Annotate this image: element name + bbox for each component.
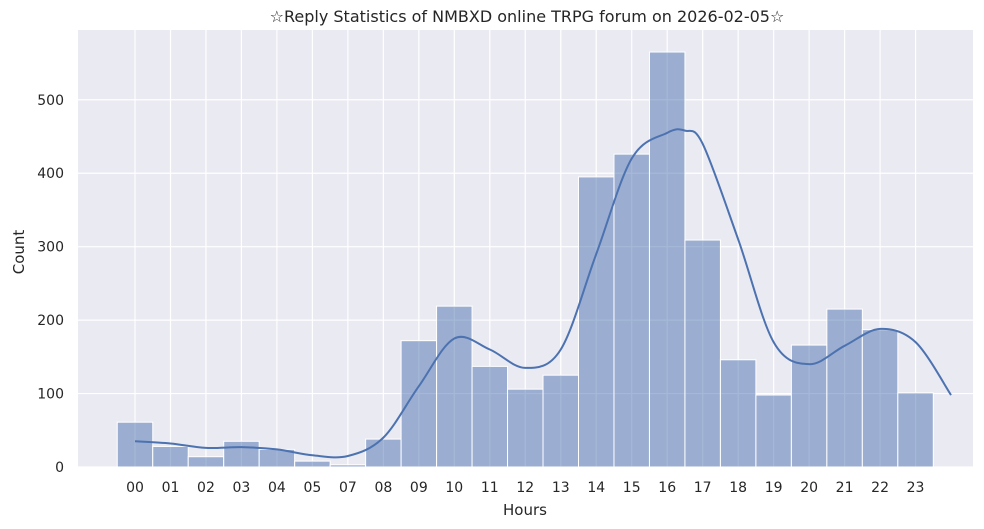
bar-18 (719, 359, 757, 468)
bars (116, 51, 934, 468)
bar-05 (294, 460, 331, 468)
x-tick-label: 08 (374, 480, 392, 496)
x-tick-label: 07 (339, 480, 357, 496)
y-tick-label: 300 (37, 240, 64, 256)
x-tick-label: 03 (233, 480, 251, 496)
x-tick-label: 02 (197, 480, 215, 496)
x-tick-label: 12 (516, 480, 534, 496)
y-tick-label: 100 (37, 387, 64, 403)
x-tick-label: 15 (623, 480, 641, 496)
x-axis-label: Hours (503, 501, 547, 519)
x-tick-label: 20 (800, 480, 818, 496)
x-tick-label: 05 (303, 480, 321, 496)
bar-21 (826, 308, 863, 468)
x-tick-label: 17 (694, 480, 712, 496)
bar-12 (507, 388, 544, 468)
x-tick-label: 04 (268, 480, 286, 496)
x-tick-label: 18 (729, 480, 747, 496)
y-axis-label: Count (10, 230, 28, 275)
bar-15 (613, 153, 650, 468)
x-tick-label: 19 (765, 480, 783, 496)
x-tick-label: 22 (871, 480, 889, 496)
bar-00 (116, 421, 154, 468)
bar-08 (365, 438, 402, 468)
x-tick-label: 11 (481, 480, 499, 496)
y-tick-label: 0 (55, 460, 64, 476)
x-tick-label: 00 (126, 480, 144, 496)
x-tick-label: 21 (836, 480, 854, 496)
x-tick-label: 01 (162, 480, 180, 496)
x-tick-label: 23 (907, 480, 925, 496)
bar-20 (790, 344, 828, 468)
chart-title: ☆Reply Statistics of NMBXD online TRPG f… (270, 7, 785, 26)
bar-02 (187, 456, 225, 468)
x-tick-label: 10 (445, 480, 463, 496)
y-tick-label: 500 (37, 93, 64, 109)
bar-10 (436, 305, 473, 468)
x-tick-label: 09 (410, 480, 428, 496)
bar-19 (755, 394, 792, 468)
bar-07 (329, 464, 367, 468)
y-tick-labels: 0 100 200 300 400 500 (37, 93, 64, 476)
bar-16 (648, 51, 686, 468)
x-tick-label: 14 (587, 480, 605, 496)
x-tick-labels: 00 01 02 03 04 05 07 08 09 10 11 12 13 14 15 16 17 18 19 20… (126, 480, 924, 496)
kde-line (134, 128, 952, 459)
x-tick-label: 16 (658, 480, 676, 496)
bar-13 (542, 374, 580, 468)
bar-01 (152, 445, 189, 468)
bar-17 (684, 239, 721, 468)
x-tick-label: 13 (552, 480, 570, 496)
bar-14 (578, 176, 615, 468)
y-tick-label: 200 (37, 313, 64, 329)
bar-23 (897, 392, 934, 468)
bar-11 (471, 365, 509, 468)
bar-22 (861, 329, 899, 468)
y-tick-label: 400 (37, 166, 64, 182)
bar-03 (223, 440, 260, 468)
